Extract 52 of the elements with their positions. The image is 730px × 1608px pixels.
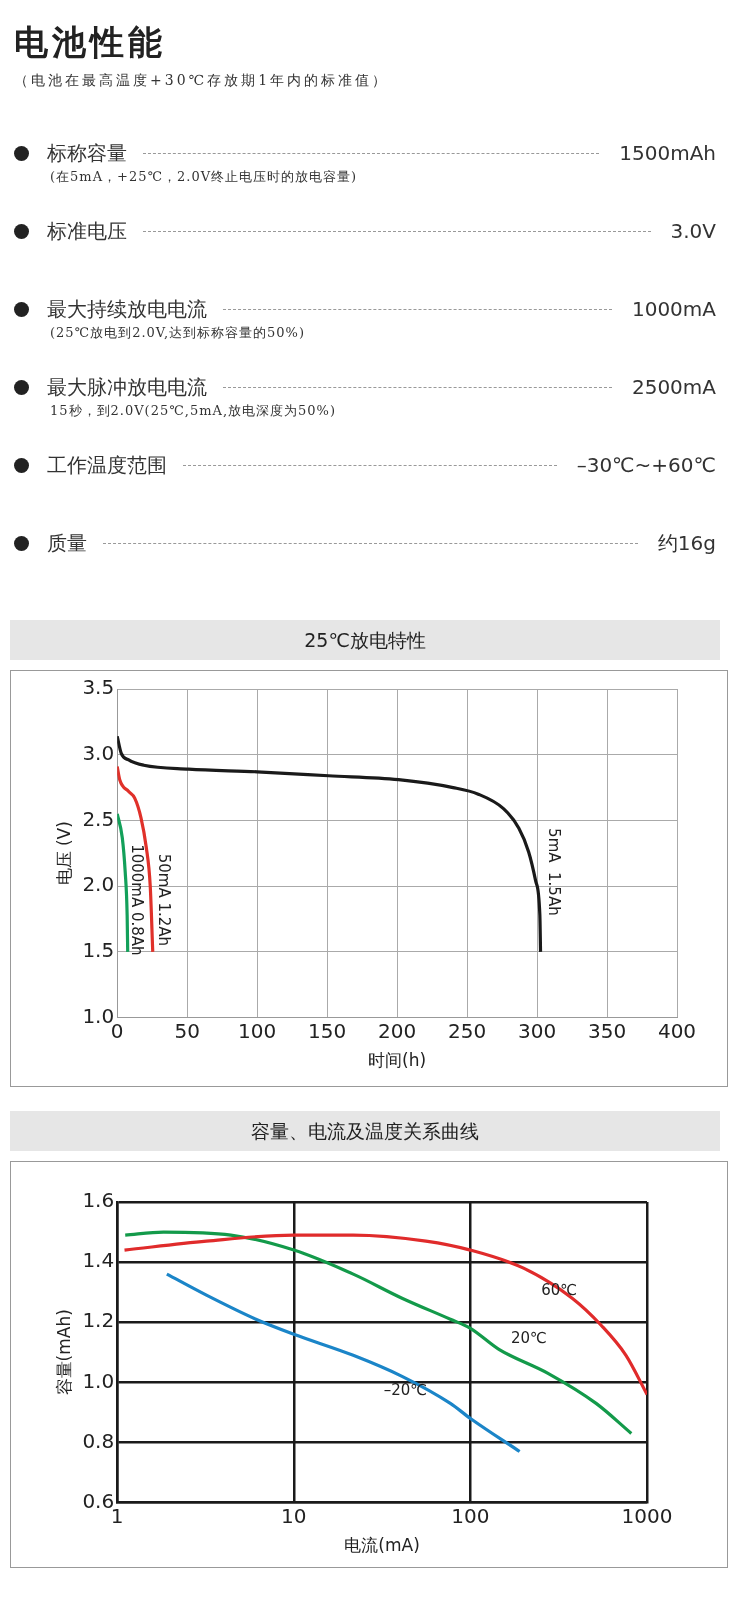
line-series bbox=[117, 764, 155, 954]
text: 3.0V bbox=[670, 219, 716, 243]
x-tick-label: 150 bbox=[308, 1018, 347, 1043]
x-tick-label: 300 bbox=[517, 1018, 557, 1043]
x-tick-label: 400 bbox=[657, 1018, 697, 1043]
category-label: 标称容量 bbox=[47, 139, 127, 167]
text: 1000mA 0.8Ah bbox=[127, 844, 146, 956]
line-series bbox=[117, 734, 543, 954]
category-label: 工作温度范围 bbox=[47, 451, 167, 479]
y-tick-label: 1.6 bbox=[82, 1188, 115, 1213]
y-tick-label: 2.0 bbox=[82, 872, 115, 897]
category-label: 最大脉冲放电电流 bbox=[47, 373, 207, 401]
x-tick-label: 100 bbox=[451, 1503, 490, 1528]
x-tick-label: 10 bbox=[281, 1503, 307, 1528]
y-tick-label: 1.4 bbox=[82, 1248, 115, 1273]
y-axis-title: 容量(mAh) bbox=[53, 1309, 74, 1396]
x-tick-label: 350 bbox=[587, 1018, 627, 1043]
y-tick-label: 3.5 bbox=[82, 675, 115, 700]
y-tick-label: 1.2 bbox=[82, 1308, 115, 1333]
text: –30℃~+60℃ bbox=[576, 453, 716, 477]
x-tick-label: 1000 bbox=[621, 1503, 673, 1528]
text: 1500mAh bbox=[619, 141, 716, 165]
category-label: 质量 bbox=[47, 529, 87, 557]
category-label: 最大持续放电电流 bbox=[47, 295, 207, 323]
text: 15秒，到2.0V(25℃,5mA,放电深度为50%) bbox=[50, 402, 337, 420]
text: 5mA 1.5Ah bbox=[544, 828, 563, 916]
text: (在5mA，+25℃，2.0V终止电压时的放电容量) bbox=[50, 168, 359, 186]
y-tick-label: 1.0 bbox=[82, 1368, 115, 1393]
text: 2500mA bbox=[631, 375, 716, 399]
text: （电池在最高温度+30℃存放期1年内的标准值） bbox=[14, 72, 391, 90]
x-tick-label: 250 bbox=[447, 1018, 487, 1043]
x-tick-label: 200 bbox=[378, 1018, 417, 1043]
y-tick-label: 1.5 bbox=[82, 938, 115, 963]
text: 1000mA bbox=[631, 297, 716, 321]
chart-title: 25℃放电特性 bbox=[10, 620, 720, 660]
line-series bbox=[117, 812, 130, 954]
series-label: –20℃ bbox=[383, 1381, 428, 1400]
series-label: 20℃ bbox=[510, 1329, 547, 1348]
text: 电池性能 bbox=[14, 21, 167, 64]
y-tick-label: 3.0 bbox=[82, 740, 115, 765]
x-axis-title: 时间(h) bbox=[368, 1050, 427, 1071]
x-axis-title: 电流(mA) bbox=[344, 1535, 420, 1556]
y-tick-label: 2.5 bbox=[82, 806, 115, 831]
text: (25℃放电到2.0V,达到标称容量的50%) bbox=[50, 324, 307, 342]
x-tick-label: 50 bbox=[174, 1018, 200, 1043]
category-label: 标准电压 bbox=[47, 217, 127, 245]
y-axis-title: 电压 (V) bbox=[53, 821, 74, 886]
y-tick-label: 0.8 bbox=[82, 1428, 115, 1453]
text: 50mA 1.2Ah bbox=[154, 853, 173, 947]
chart-title: 容量、电流及温度关系曲线 bbox=[10, 1111, 720, 1151]
x-tick-label: 100 bbox=[238, 1018, 277, 1043]
text: 约16g bbox=[657, 530, 716, 555]
